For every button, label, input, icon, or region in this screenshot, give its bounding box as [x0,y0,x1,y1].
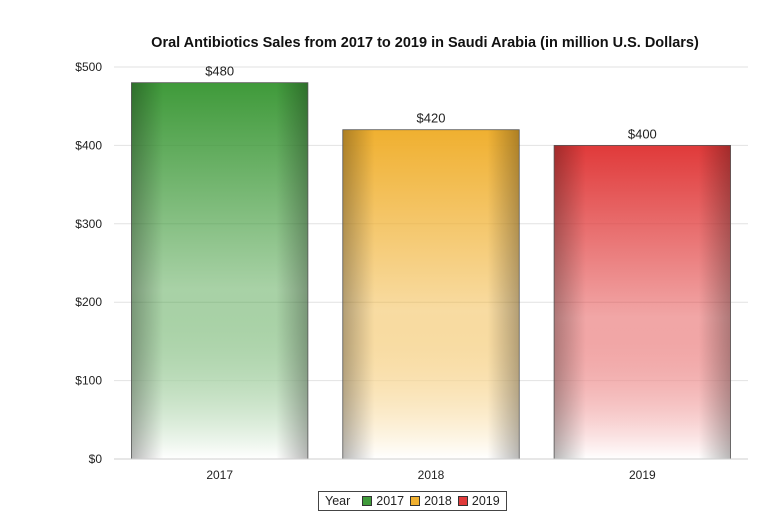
bar-outline [342,129,520,460]
bar-outline [131,82,309,460]
bar-2018 [342,129,520,460]
y-axis: $0 $100 $200 $300 $400 $500 [75,60,102,466]
y-tick-label: $200 [75,295,102,309]
y-tick-label: $500 [75,60,102,74]
x-tick-label-2019: 2019 [629,468,656,482]
legend-item-2019: 2019 [457,494,500,508]
legend-label-2017: 2017 [376,494,405,508]
data-label-2019: $400 [628,126,657,141]
x-tick-label-2017: 2017 [206,468,233,482]
chart-title: Oral Antibiotics Sales from 2017 to 2019… [151,35,699,51]
legend-swatch-2019 [457,496,468,506]
data-labels: $480 $420 $400 [205,64,657,142]
bars [131,82,731,460]
bar-outline [553,144,731,460]
x-tick-label-2018: 2018 [418,468,445,482]
y-tick-label: $0 [89,452,103,466]
legend-label-2018: 2018 [424,494,452,508]
data-label-2018: $420 [417,111,446,126]
legend-item-2017: 2017 [362,494,404,508]
legend-title: Year [325,494,351,508]
y-tick-label: $300 [75,217,102,231]
legend-item-2018: 2018 [410,494,452,508]
y-tick-label: $400 [75,138,102,152]
bar-2019 [553,144,731,460]
legend-swatch-2017 [362,496,373,506]
legend-swatch-2018 [410,496,421,506]
legend: Year 2017 2018 2019 [318,491,507,511]
legend-label-2019: 2019 [471,494,500,508]
x-axis: 2017 2018 2019 [114,458,748,482]
data-label-2017: $480 [205,64,234,79]
bar-2017 [131,82,309,460]
y-tick-label: $100 [75,374,102,388]
